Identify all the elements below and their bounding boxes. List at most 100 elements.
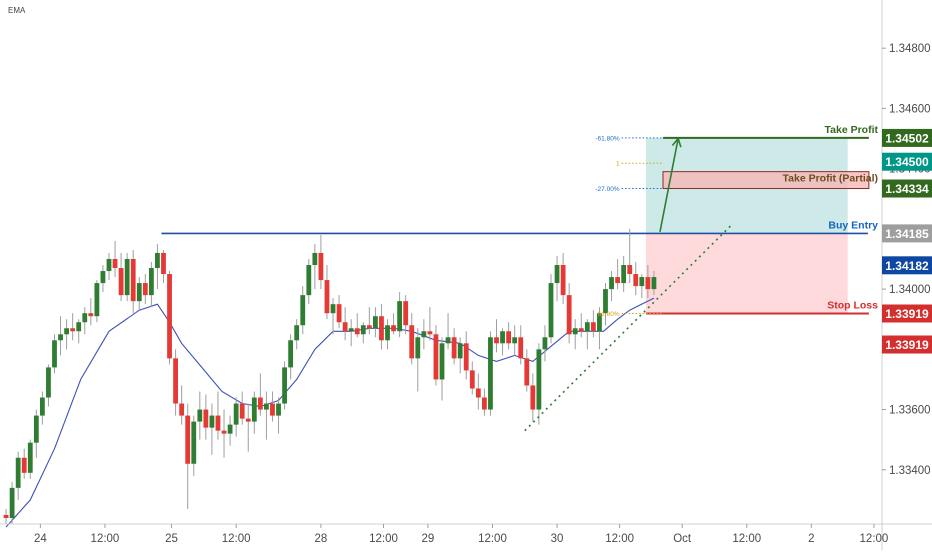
price-tag-label: 1.34182 [885, 259, 929, 273]
candle-body [251, 397, 257, 422]
target-arrow-head [671, 136, 682, 148]
candle-body [342, 322, 348, 332]
price-tag [882, 224, 932, 243]
candle-body [46, 367, 51, 398]
candle-body [373, 316, 378, 329]
candle-body [615, 277, 621, 284]
x-tick-label: 12:00 [860, 533, 889, 545]
candle-body [100, 271, 106, 284]
candle-body [439, 343, 445, 380]
candle-body [318, 252, 324, 281]
candle-body [530, 385, 536, 410]
take-profit-partial-label: Take Profit (Partial) [783, 173, 879, 185]
candle-body [536, 349, 542, 410]
candle-body [312, 252, 318, 266]
partial-profit-zone [662, 171, 870, 190]
x-tick-label: 12:00 [605, 533, 634, 545]
overlays: -61.80% 1 -27.00% 61.80% Take Profit Take Pro… [524, 124, 879, 432]
support-trendline [524, 225, 732, 432]
price-tag [882, 152, 932, 171]
candle-body [130, 258, 136, 302]
candle-body [179, 403, 185, 416]
candle-body [330, 304, 336, 314]
x-tick-label: 12:00 [478, 533, 507, 545]
candle-body [294, 325, 300, 341]
price-tags: 1.34502 1.34500 1.34334 1.34185 1.34182 1.339… [882, 128, 932, 354]
candle-body [52, 340, 57, 368]
candle-body [27, 442, 33, 473]
y-tick-label: 1.34800 [889, 43, 931, 55]
candle-body [173, 358, 178, 404]
candle-body [451, 337, 457, 359]
candle-body [627, 265, 633, 275]
candle-body [239, 403, 245, 419]
candle-body [94, 283, 100, 317]
x-tick-label: Oct [673, 533, 692, 545]
candle-body [245, 418, 251, 422]
candle-body [481, 397, 487, 410]
candle-body [300, 295, 306, 326]
candle-body [209, 415, 215, 428]
candle-body [58, 334, 63, 341]
fib-level-label: 1 [616, 161, 620, 168]
indicator-label: EMA [8, 6, 26, 15]
x-tick-label: 24 [34, 533, 47, 545]
candle-body [215, 415, 221, 431]
candle-body [306, 265, 312, 296]
candle-body [488, 337, 493, 410]
price-tag [882, 304, 932, 323]
candle-body [542, 337, 548, 350]
candle-body [379, 316, 384, 341]
price-tag-label: 1.34500 [885, 155, 929, 169]
candle-body [21, 457, 27, 473]
candle-body [590, 322, 596, 332]
candle-body [148, 268, 154, 296]
buy-entry-label: Buy Entry [828, 219, 878, 231]
candle-body [518, 337, 524, 359]
candle-body [82, 313, 88, 323]
candle-body [161, 252, 166, 275]
candle-body [112, 258, 118, 269]
candle-body [512, 337, 518, 344]
candle-body [197, 409, 203, 422]
resistance-line [161, 136, 869, 315]
price-tag [882, 335, 932, 354]
candle-body [270, 403, 275, 416]
candle-body [33, 415, 39, 443]
candle-body [409, 325, 415, 359]
x-tick-label: 30 [551, 533, 564, 545]
candle-body [475, 388, 481, 398]
candle-body [421, 331, 427, 338]
candle-body [500, 331, 505, 344]
take-profit-label: Take Profit [825, 124, 879, 136]
candle-body [3, 514, 9, 518]
x-tick-label: 25 [165, 533, 178, 545]
candle-body [185, 415, 191, 464]
candle-body [506, 331, 512, 344]
candle-body [324, 280, 330, 314]
candle-body [15, 457, 21, 488]
x-tick-label: 12:00 [369, 533, 398, 545]
candle-body [288, 340, 294, 368]
candle-body [645, 277, 651, 290]
candle-body [282, 367, 287, 404]
y-tick-label: 1.34000 [889, 284, 931, 296]
x-tick-label: 12:00 [732, 533, 761, 545]
candle-body [445, 337, 451, 344]
y-tick-label: 1.33600 [889, 405, 931, 417]
candle-body [391, 325, 396, 332]
candle-body [463, 343, 469, 371]
candle-body [427, 331, 433, 335]
candle-body [264, 403, 269, 410]
candle-body [227, 424, 233, 434]
candle-body [88, 313, 94, 317]
candle-body [554, 265, 560, 284]
fib-level-label: -27.00% [595, 186, 619, 193]
candle-body [39, 397, 45, 416]
price-tag [882, 128, 932, 147]
candle-body [136, 283, 142, 302]
target-arrow [659, 138, 679, 233]
